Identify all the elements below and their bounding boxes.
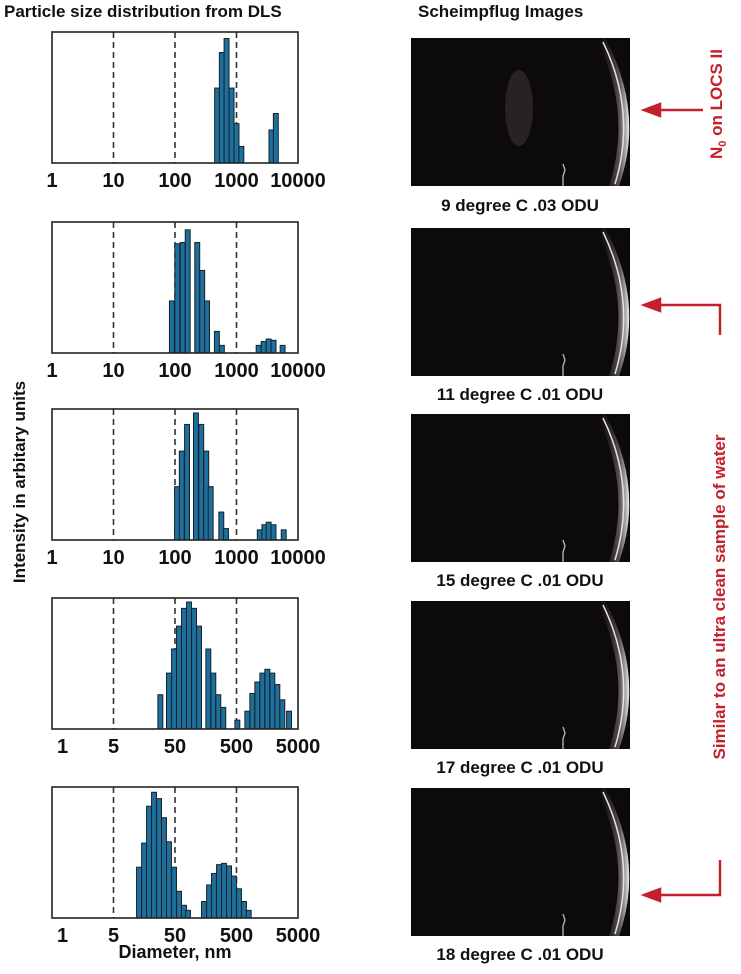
- x-tick-label: 1000: [214, 170, 259, 192]
- histogram-2: 1 10 100 1000 10000: [46, 221, 326, 382]
- x-tick-label: 10000: [270, 360, 326, 382]
- x-tick-label: 100: [158, 170, 191, 192]
- x-tick-label: 5: [108, 925, 119, 947]
- scheimpflug-image-2: [411, 228, 630, 376]
- x-tick-label: 50: [164, 925, 186, 947]
- scheimpflug-image-1: [411, 38, 630, 186]
- x-tick-label: 100: [158, 547, 191, 569]
- x-tick-label: 10: [102, 360, 124, 382]
- plot-frame: [51, 597, 299, 730]
- x-tick-label: 10000: [270, 170, 326, 192]
- image-caption: 15 degree C .01 ODU: [436, 571, 604, 590]
- x-tick-label: 100: [158, 360, 191, 382]
- x-tick-label: 5000: [276, 925, 321, 947]
- plot-frame: [51, 786, 299, 919]
- x-tick-label: 10: [102, 547, 124, 569]
- x-tick-label: 1000: [214, 360, 259, 382]
- bracket-bottom-arrow-head: [640, 887, 662, 903]
- clean-water-label: Similar to an ultra clean sample of wate…: [710, 431, 730, 763]
- image-caption: 17 degree C .01 ODU: [436, 758, 604, 777]
- image-caption: 18 degree C .01 ODU: [436, 945, 604, 964]
- x-tick-label: 50: [164, 736, 186, 758]
- x-tick-label: 500: [220, 925, 253, 947]
- bracket-top-arrow-head: [640, 297, 662, 313]
- x-tick-label: 1000: [214, 547, 259, 569]
- x-tick-label: 10: [102, 170, 124, 192]
- plot-frame: [51, 221, 299, 354]
- scheimpflug-image-3: [411, 414, 630, 562]
- x-tick-label: 1: [46, 360, 57, 382]
- top-arrow-head: [640, 102, 662, 118]
- image-caption: 11 degree C .01 ODU: [436, 385, 604, 404]
- n0-locs-label: N0 on LOCS II: [706, 45, 730, 163]
- x-tick-label: 1: [46, 170, 57, 192]
- scheimpflug-image-5: [411, 788, 630, 936]
- dls-header: Particle size distribution from DLS: [4, 2, 282, 21]
- plot-frame: [51, 31, 299, 164]
- x-tick-label: 1: [57, 736, 68, 758]
- x-tick-label: 5000: [276, 736, 321, 758]
- plot-frame: [51, 408, 299, 541]
- histogram-1: 1 10 100 1000 10000: [46, 31, 326, 192]
- image-caption: 9 degree C .03 ODU: [441, 196, 599, 215]
- x-tick-label: 1: [57, 925, 68, 947]
- bracket-top: [655, 303, 722, 335]
- scheimpflug-header: Scheimpflug Images: [418, 2, 584, 21]
- x-tick-label: 5: [108, 736, 119, 758]
- bracket-bottom: [655, 860, 722, 897]
- histogram-5: 1 5 50 500 5000: [51, 786, 321, 947]
- x-axis-label: Diameter, nm: [118, 942, 232, 962]
- x-tick-label: 500: [220, 736, 253, 758]
- scheimpflug-image-4: [411, 601, 630, 749]
- histogram-4: 1 5 50 500 5000: [51, 597, 321, 758]
- x-tick-label: 1: [46, 547, 57, 569]
- x-tick-label: 10000: [270, 547, 326, 569]
- histogram-3: 1 10 100 1000 10000: [46, 408, 326, 569]
